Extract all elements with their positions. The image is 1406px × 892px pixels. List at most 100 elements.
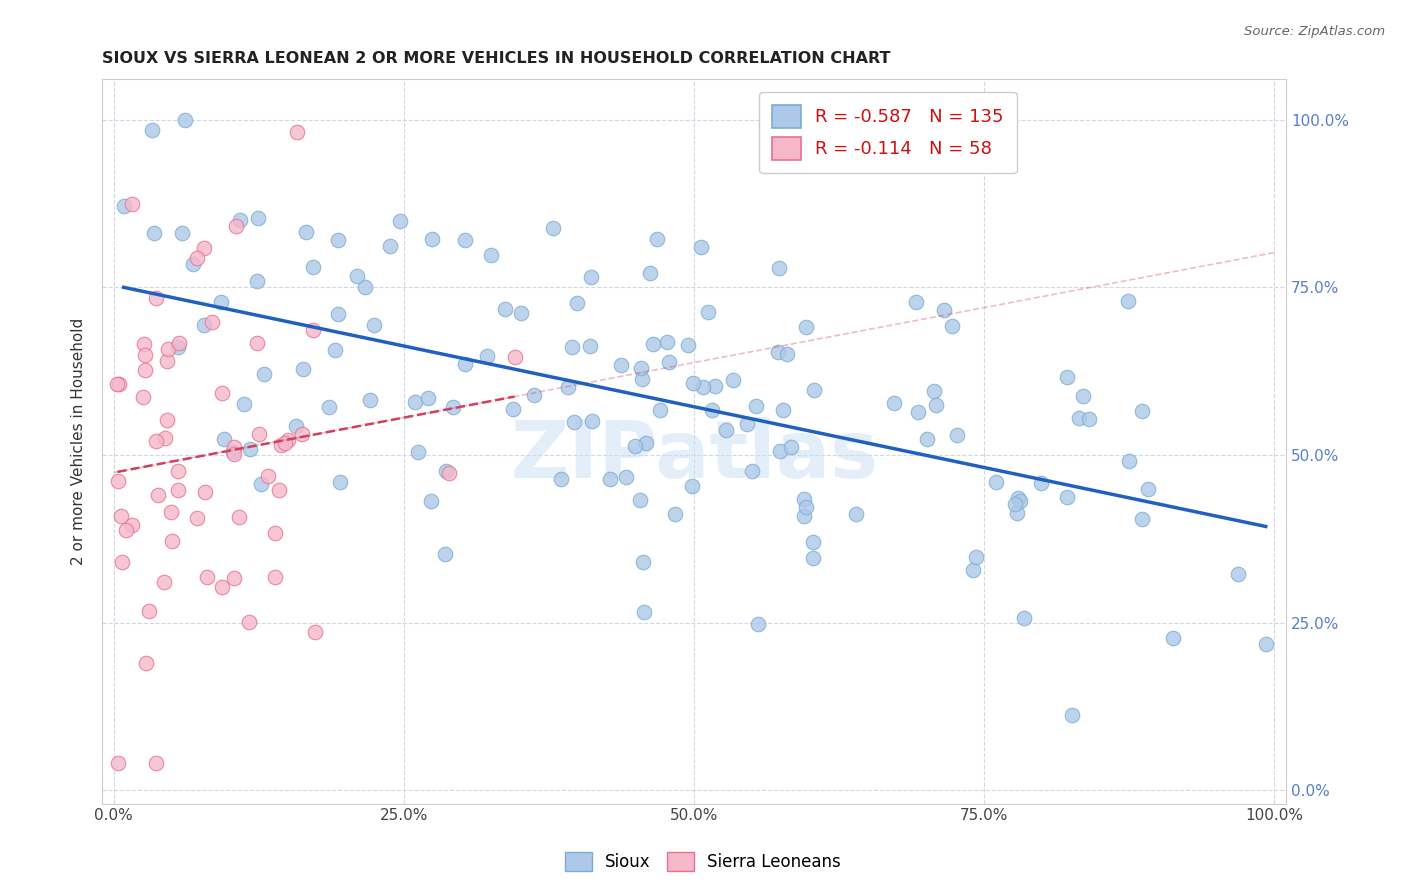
Point bbox=[932, 303, 955, 318]
Point bbox=[420, 232, 443, 246]
Point bbox=[648, 403, 671, 417]
Point bbox=[696, 305, 718, 319]
Point bbox=[181, 257, 204, 271]
Point bbox=[803, 551, 825, 566]
Point bbox=[700, 402, 723, 417]
Point bbox=[156, 354, 179, 368]
Point bbox=[636, 436, 658, 450]
Point bbox=[1010, 494, 1032, 508]
Point bbox=[745, 399, 768, 413]
Point bbox=[1227, 567, 1250, 582]
Point bbox=[1130, 512, 1153, 526]
Point bbox=[284, 419, 307, 434]
Point bbox=[925, 398, 948, 412]
Point bbox=[107, 377, 129, 392]
Point bbox=[801, 535, 824, 549]
Point bbox=[229, 213, 252, 227]
Point bbox=[494, 302, 516, 317]
Point bbox=[267, 483, 290, 498]
Point bbox=[965, 549, 987, 564]
Point bbox=[1056, 370, 1078, 384]
Point bbox=[143, 226, 166, 240]
Point bbox=[475, 349, 498, 363]
Point bbox=[610, 359, 633, 373]
Point bbox=[141, 123, 163, 137]
Point bbox=[1118, 453, 1140, 467]
Point bbox=[193, 318, 215, 332]
Text: Source: ZipAtlas.com: Source: ZipAtlas.com bbox=[1244, 25, 1385, 38]
Point bbox=[984, 475, 1007, 490]
Point bbox=[363, 318, 385, 332]
Point bbox=[201, 315, 224, 329]
Point bbox=[794, 500, 817, 514]
Point bbox=[247, 427, 270, 442]
Point bbox=[295, 225, 318, 239]
Point bbox=[1029, 475, 1052, 490]
Point bbox=[224, 219, 246, 233]
Point bbox=[145, 291, 167, 305]
Point bbox=[1077, 412, 1099, 426]
Point bbox=[454, 357, 477, 371]
Point bbox=[111, 555, 134, 569]
Point bbox=[174, 112, 197, 127]
Point bbox=[107, 756, 129, 771]
Point bbox=[564, 415, 586, 429]
Point bbox=[346, 269, 368, 284]
Point bbox=[561, 340, 583, 354]
Point bbox=[211, 580, 233, 594]
Point bbox=[1137, 482, 1160, 496]
Point bbox=[541, 220, 564, 235]
Point bbox=[115, 523, 138, 537]
Point bbox=[328, 307, 350, 321]
Point bbox=[110, 508, 132, 523]
Point bbox=[302, 323, 325, 337]
Point bbox=[197, 570, 219, 584]
Point bbox=[160, 533, 183, 548]
Point bbox=[146, 488, 169, 502]
Point bbox=[416, 391, 439, 405]
Point bbox=[238, 615, 260, 630]
Text: ZIPatlas: ZIPatlas bbox=[510, 417, 879, 495]
Point bbox=[747, 616, 769, 631]
Point bbox=[633, 605, 655, 619]
Point bbox=[692, 380, 714, 394]
Point bbox=[794, 319, 817, 334]
Point bbox=[156, 412, 179, 426]
Point bbox=[962, 563, 984, 577]
Point bbox=[246, 335, 269, 350]
Point bbox=[436, 464, 458, 478]
Point bbox=[441, 401, 464, 415]
Point bbox=[479, 248, 502, 262]
Point bbox=[664, 507, 686, 521]
Point bbox=[420, 494, 443, 508]
Point bbox=[437, 466, 460, 480]
Point bbox=[290, 427, 312, 442]
Point bbox=[1007, 491, 1029, 505]
Point bbox=[329, 475, 352, 490]
Point bbox=[257, 468, 280, 483]
Point bbox=[233, 397, 256, 411]
Point bbox=[404, 395, 426, 409]
Point bbox=[768, 261, 790, 276]
Point bbox=[153, 431, 176, 445]
Point bbox=[641, 336, 664, 351]
Point bbox=[1056, 490, 1078, 504]
Point bbox=[156, 342, 179, 356]
Point bbox=[112, 199, 135, 213]
Point bbox=[741, 464, 763, 478]
Point bbox=[193, 241, 215, 255]
Point bbox=[690, 240, 713, 254]
Point bbox=[212, 433, 235, 447]
Point bbox=[167, 464, 190, 478]
Point bbox=[301, 260, 323, 274]
Point bbox=[153, 575, 176, 590]
Point bbox=[793, 508, 815, 523]
Point bbox=[509, 306, 531, 320]
Point bbox=[579, 270, 602, 285]
Point bbox=[1116, 293, 1139, 308]
Point bbox=[678, 338, 700, 352]
Point bbox=[135, 657, 157, 671]
Point bbox=[845, 507, 868, 521]
Point bbox=[638, 266, 661, 280]
Point bbox=[779, 441, 801, 455]
